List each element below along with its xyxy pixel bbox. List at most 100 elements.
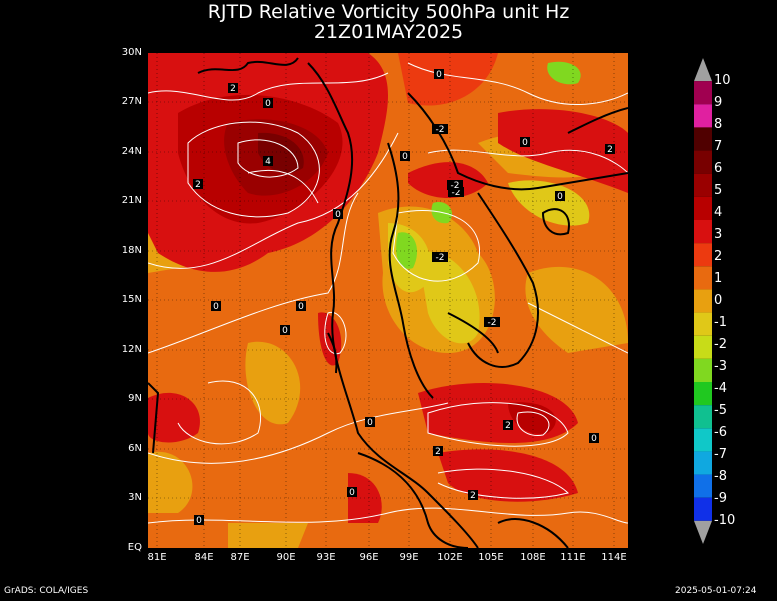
y-tick-label: 27N [121, 96, 142, 107]
colorbar-swatch [694, 428, 712, 452]
contour-label: -2 [432, 124, 448, 135]
y-tick-label: 30N [121, 47, 142, 58]
vorticity-map: 2 0 -2 4 2 0 -2 0 -2 -2 0 2 0 0 -2 0 0 0… [148, 53, 628, 548]
svg-text:2: 2 [505, 421, 511, 431]
colorbar-label: 5 [714, 183, 723, 199]
colorbar [694, 58, 712, 544]
y-tick-label: EQ [127, 542, 142, 553]
colorbar-swatch [694, 220, 712, 244]
x-tick-label: 108E [520, 552, 546, 563]
contour-label: 0 [347, 487, 357, 498]
contour-label: 2 [193, 179, 203, 190]
contour-label: 0 [333, 209, 343, 220]
colorbar-swatch [694, 474, 712, 498]
colorbar-label: -4 [714, 380, 727, 396]
colorbar-swatch [694, 335, 712, 359]
contour-label: 0 [211, 301, 221, 312]
svg-text:0: 0 [367, 418, 373, 428]
colorbar-swatch [694, 58, 712, 82]
map-title: RJTD Relative Vorticity 500hPa unit Hz [207, 1, 570, 23]
svg-text:0: 0 [591, 434, 597, 444]
y-tick-label: 3N [128, 492, 142, 503]
contour-label: -2 [432, 252, 448, 263]
svg-text:0: 0 [335, 210, 341, 220]
svg-text:2: 2 [195, 180, 201, 190]
svg-text:0: 0 [522, 138, 528, 148]
colorbar-swatch [694, 520, 712, 544]
svg-text:0: 0 [557, 192, 563, 202]
x-tick-label: 87E [230, 552, 250, 563]
colorbar-label: -3 [714, 358, 727, 374]
svg-text:-2: -2 [436, 253, 445, 263]
svg-text:0: 0 [196, 516, 202, 526]
colorbar-label: -8 [714, 468, 727, 484]
colorbar-swatch [694, 81, 712, 105]
colorbar-label: 2 [714, 249, 723, 265]
contour-label: -2 [447, 180, 463, 191]
y-tick-label: 18N [121, 245, 142, 256]
svg-text:0: 0 [298, 302, 304, 312]
svg-text:2: 2 [607, 145, 613, 155]
colorbar-label: -2 [714, 336, 727, 352]
map-subtitle-time: 21Z01MAY2025 [313, 21, 464, 43]
colorbar-label: 4 [714, 205, 723, 221]
colorbar-swatch [694, 266, 712, 290]
svg-text:0: 0 [402, 152, 408, 162]
svg-text:0: 0 [213, 302, 219, 312]
colorbar-label: -10 [714, 512, 736, 528]
svg-text:0: 0 [436, 70, 442, 80]
colorbar-swatch [694, 173, 712, 197]
colorbar-swatch [694, 150, 712, 174]
svg-text:0: 0 [282, 326, 288, 336]
contour-label: 0 [263, 98, 273, 109]
x-tick-label: 84E [194, 552, 214, 563]
colorbar-swatch [694, 382, 712, 406]
contour-label: 0 [280, 325, 290, 336]
colorbar-label: 0 [714, 293, 723, 308]
colorbar-label: 3 [714, 227, 723, 243]
footer-timestamp: 2025-05-01-07:24 [675, 586, 757, 596]
contour-label: 0 [520, 137, 530, 148]
contour-label: 2 [433, 446, 443, 457]
svg-text:4: 4 [265, 157, 271, 167]
contour-label: 0 [589, 433, 599, 444]
colorbar-swatch [694, 497, 712, 521]
svg-text:-2: -2 [488, 318, 497, 328]
svg-text:2: 2 [470, 491, 476, 501]
colorbar-swatch [694, 243, 712, 267]
svg-text:2: 2 [435, 447, 441, 457]
y-tick-label: 12N [121, 344, 142, 355]
colorbar-swatch [694, 104, 712, 128]
x-tick-label: 90E [276, 552, 296, 563]
contour-label: 0 [400, 151, 410, 162]
contour-label: -2 [484, 317, 500, 328]
contour-label: 4 [263, 156, 273, 167]
contour-label: 2 [503, 420, 513, 431]
svg-text:-2: -2 [451, 181, 460, 191]
x-tick-label: 81E [147, 552, 167, 563]
x-tick-label: 99E [399, 552, 419, 563]
footer-credit: GrADS: COLA/IGES [4, 586, 89, 596]
contour-label: 0 [194, 515, 204, 526]
svg-text:-2: -2 [436, 125, 445, 135]
y-tick-label: 15N [121, 294, 142, 305]
colorbar-label: -9 [714, 490, 727, 506]
colorbar-swatch [694, 312, 712, 336]
y-tick-label: 21N [121, 195, 142, 206]
x-tick-label: 114E [601, 552, 627, 563]
colorbar-swatch [694, 451, 712, 475]
contour-label: 0 [555, 191, 565, 202]
colorbar-label: 10 [714, 73, 731, 89]
x-tick-label: 96E [359, 552, 379, 563]
svg-text:0: 0 [349, 488, 355, 498]
contour-label: 0 [434, 69, 444, 80]
y-tick-label: 6N [128, 443, 142, 454]
contour-label: 0 [296, 301, 306, 312]
x-tick-label: 105E [478, 552, 504, 563]
colorbar-label: -1 [714, 314, 727, 330]
y-tick-label: 9N [128, 393, 142, 404]
svg-text:0: 0 [265, 99, 271, 109]
contour-label: 2 [228, 83, 238, 94]
y-tick-label: 24N [121, 146, 142, 157]
colorbar-swatch [694, 289, 712, 313]
